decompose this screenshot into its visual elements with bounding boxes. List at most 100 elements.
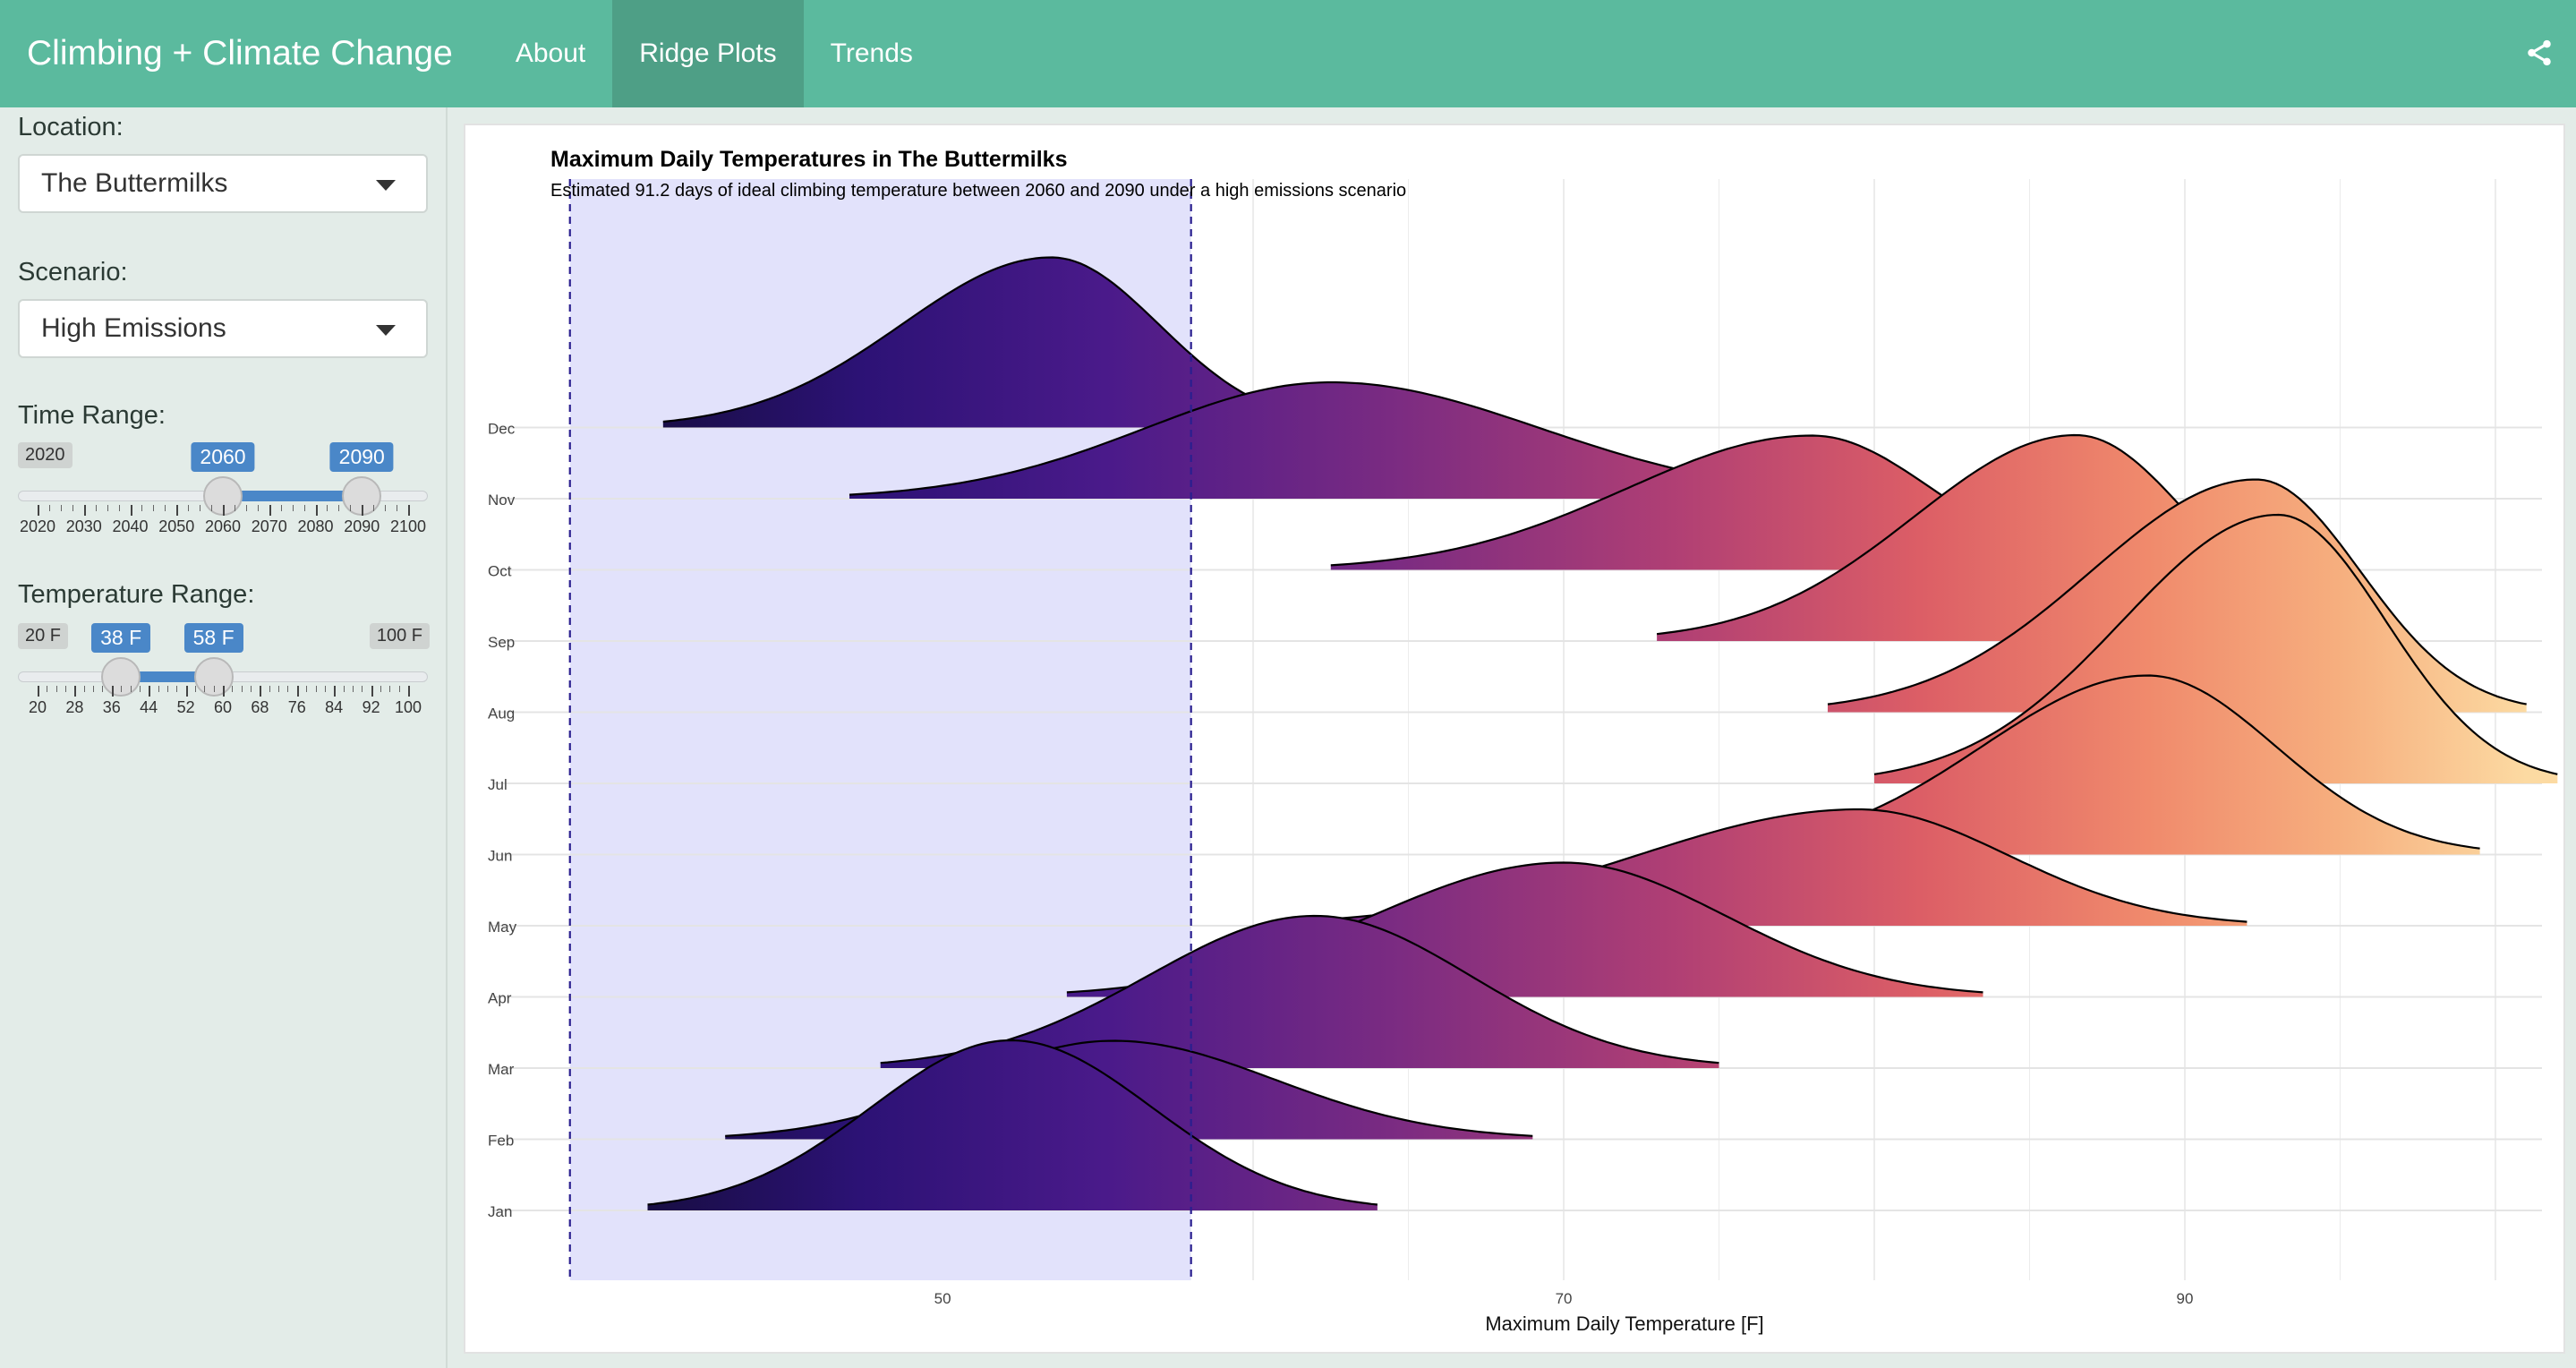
time-range-to: 2090: [329, 442, 394, 472]
slider-minor-tick: [269, 686, 270, 692]
ridge-jan: [647, 1040, 1378, 1210]
slider-tick-label: 44: [140, 698, 158, 716]
slider-minor-tick: [48, 505, 50, 511]
temp-range-max: 100 F: [369, 623, 430, 649]
slider-tick-label: 60: [213, 698, 233, 716]
y-tick-label: Sep: [488, 634, 515, 651]
slider-minor-tick: [257, 505, 259, 511]
slider-minor-tick: [102, 686, 104, 692]
temp-range-min: 20 F: [18, 623, 69, 649]
slider-tick-label: 36: [102, 698, 121, 716]
temp-range-slider[interactable]: 20 F 38 F 58 F 100 F 20 28 36 44 52 60 68 76 84 9…: [18, 623, 430, 716]
slider-minor-tick: [107, 505, 108, 511]
slider-minor-tick: [306, 686, 308, 692]
ridge-outline-dec: [662, 256, 1331, 423]
slider-minor-tick: [245, 505, 247, 511]
navbar: Climbing + Climate Change About Ridge Pl…: [0, 0, 2576, 107]
slider-minor-tick: [141, 505, 143, 511]
ridge-plot: Jan Feb Mar Apr May Jun Jul Aug Sep Oct Nov Dec 50 70…: [488, 147, 2558, 1335]
slider-tick-mark: [38, 505, 39, 516]
ridge-plot-panel: Jan Feb Mar Apr May Jun Jul Aug Sep Oct Nov Dec 50 70…: [464, 124, 2565, 1354]
app-title[interactable]: Climbing + Climate Change: [27, 34, 453, 73]
x-tick-label: 70: [1556, 1290, 1573, 1307]
scenario-label: Scenario:: [18, 258, 128, 286]
scenario-select[interactable]: High Emissions: [18, 299, 428, 358]
slider-tick-mark: [260, 686, 262, 697]
slider-tick-mark: [185, 686, 188, 697]
time-range-label: Time Range:: [18, 401, 166, 430]
slider-tick-label: 2040: [112, 517, 149, 535]
temp-range-to: 58 F: [183, 623, 243, 653]
slider-minor-tick: [176, 686, 178, 692]
share-icon[interactable]: [2524, 38, 2555, 68]
slider-tick-mark: [296, 686, 299, 697]
slider-tick-label: 2030: [65, 517, 102, 535]
slider-minor-tick: [211, 505, 213, 511]
slider-tick-mark: [111, 686, 114, 697]
slider-minor-tick: [350, 505, 352, 511]
y-tick-label: Mar: [488, 1061, 515, 1078]
time-range-slider[interactable]: 2020 2060 2090 2020 2030 2040 2050 2060 2070 2…: [18, 442, 430, 535]
y-tick-label: May: [488, 919, 517, 936]
slider-minor-tick: [55, 686, 57, 692]
slider-tick-label: 20: [28, 698, 47, 716]
slider-tick-mark: [269, 505, 271, 516]
sidebar: Location: The Buttermilks Scenario: High…: [0, 107, 448, 1368]
time-range-fill: [223, 491, 363, 501]
slider-minor-tick: [60, 505, 62, 511]
slider-tick-label: 68: [251, 698, 269, 716]
slider-minor-tick: [398, 686, 400, 692]
slider-tick-mark: [74, 686, 77, 697]
location-value: The Buttermilks: [41, 168, 228, 198]
ridge-outline-mar: [880, 914, 1719, 1064]
ridge-mar: [880, 916, 1719, 1068]
slider-minor-tick: [65, 686, 67, 692]
slider-tick-mark: [334, 686, 337, 697]
slider-tick-label: 2020: [19, 517, 56, 535]
time-range-from: 2060: [191, 442, 255, 472]
tab-trends[interactable]: Trends: [830, 38, 913, 68]
tab-about[interactable]: About: [515, 38, 586, 68]
y-tick-label: Feb: [488, 1133, 514, 1150]
slider-tick-label: 100: [394, 698, 422, 716]
y-tick-label: Nov: [488, 492, 516, 509]
location-select[interactable]: The Buttermilks: [18, 154, 428, 213]
tab-ridge-plots[interactable]: Ridge Plots: [612, 0, 804, 107]
chevron-down-icon: [376, 325, 396, 336]
slider-minor-tick: [153, 505, 155, 511]
slider-minor-tick: [251, 686, 252, 692]
slider-minor-tick: [389, 686, 391, 692]
slider-tick-mark: [315, 505, 318, 516]
slider-minor-tick: [158, 686, 159, 692]
slider-tick-label: 28: [65, 698, 84, 716]
slider-minor-tick: [121, 686, 123, 692]
chart-title: Maximum Daily Temperatures in The Butter…: [550, 147, 1067, 172]
slider-tick-mark: [223, 505, 225, 516]
slider-tick-mark: [362, 505, 364, 516]
slider-tick-mark: [408, 505, 410, 516]
slider-minor-tick: [292, 505, 294, 511]
slider-tick-label: 76: [287, 698, 306, 716]
slider-minor-tick: [280, 505, 282, 511]
slider-minor-tick: [385, 505, 387, 511]
ridge-dec: [662, 257, 1331, 428]
slider-minor-tick: [118, 505, 120, 511]
slider-minor-tick: [232, 686, 234, 692]
ridge-outline-jan: [647, 1039, 1378, 1206]
slider-minor-tick: [93, 686, 95, 692]
slider-minor-tick: [303, 505, 305, 511]
slider-minor-tick: [278, 686, 280, 692]
slider-tick-mark: [149, 686, 151, 697]
x-tick-label: 50: [934, 1290, 951, 1307]
slider-minor-tick: [324, 686, 326, 692]
y-tick-label: Jan: [488, 1203, 512, 1220]
temp-range-label: Temperature Range:: [18, 580, 255, 609]
slider-minor-tick: [380, 686, 381, 692]
slider-minor-tick: [338, 505, 340, 511]
chevron-down-icon: [376, 180, 396, 191]
y-tick-label: Jun: [488, 848, 512, 865]
slider-tick-label: 84: [325, 698, 344, 716]
slider-minor-tick: [287, 686, 289, 692]
chart-subtitle: Estimated 91.2 days of ideal climbing te…: [550, 181, 1406, 201]
x-tick-label: 90: [2177, 1290, 2194, 1307]
